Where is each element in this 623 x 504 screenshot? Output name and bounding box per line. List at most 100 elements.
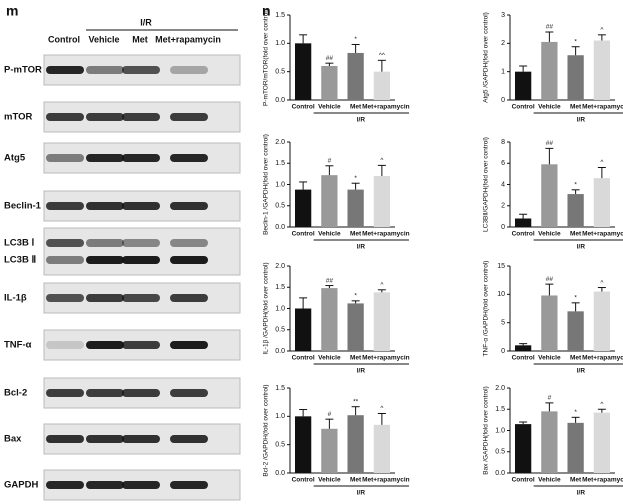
band [86, 154, 124, 162]
y-tick-label: 1.0 [275, 181, 285, 188]
bar [347, 189, 364, 227]
x-tick-label: Control [292, 355, 315, 362]
band [86, 481, 124, 489]
significance: # [328, 158, 332, 165]
band [170, 66, 208, 74]
band [86, 389, 124, 397]
significance: * [354, 175, 357, 182]
x-tick-label: Control [292, 477, 315, 484]
y-axis-label: IL-1β /GAPDH(fold over control) [263, 262, 270, 354]
x-tick-label: Met [570, 231, 582, 238]
x-tick-label: Met [570, 104, 582, 111]
x-tick-label: Vehicle [538, 231, 561, 238]
y-tick-label: 1.5 [275, 284, 285, 291]
band [170, 341, 208, 349]
bar [514, 71, 532, 100]
band [46, 239, 84, 247]
x-tick-label: Vehicle [318, 355, 341, 362]
band [122, 202, 160, 210]
blot-frame [43, 227, 241, 276]
y-axis-label: TNF-α /GAPDH(fold over control) [483, 261, 490, 357]
y-tick-label: 0.0 [275, 348, 285, 355]
bar [347, 303, 364, 351]
significance: ^ [380, 405, 384, 412]
y-tick-label: 1.5 [495, 406, 505, 413]
significance: ^^ [379, 52, 386, 59]
group-label: I/R [140, 17, 152, 27]
x-tick-label: Met [350, 355, 362, 362]
significance: ** [353, 398, 359, 405]
y-tick-label: 1.5 [275, 12, 285, 19]
band [46, 202, 84, 210]
significance: * [574, 38, 577, 45]
significance: ^ [600, 159, 604, 166]
group-label: I/R [577, 244, 586, 251]
x-tick-label: Control [512, 355, 535, 362]
x-tick-label: Met+rapamycin [582, 104, 623, 111]
band [86, 256, 124, 264]
bar [567, 311, 584, 351]
bar [294, 416, 312, 473]
row-label: Bcl-2 [4, 388, 27, 399]
band [46, 341, 84, 349]
significance: ^ [380, 282, 384, 289]
band [46, 66, 84, 74]
y-tick-label: 10 [497, 291, 505, 298]
y-tick-label: 1.5 [275, 160, 285, 167]
y-tick-label: 0.5 [275, 203, 285, 210]
bar [567, 194, 584, 227]
band [122, 256, 160, 264]
bar [294, 308, 312, 351]
bar [373, 176, 391, 227]
group-label: I/R [577, 117, 586, 124]
significance: ^ [600, 27, 604, 34]
x-tick-label: Vehicle [538, 104, 561, 111]
band [86, 113, 124, 121]
band [46, 154, 84, 162]
significance: # [548, 395, 552, 402]
row-label: Beclin-1 [4, 201, 42, 212]
band [122, 113, 160, 121]
significance: ^ [600, 401, 604, 408]
significance: ^ [600, 279, 604, 286]
bar [541, 411, 558, 473]
y-tick-label: 0.5 [275, 69, 285, 76]
band [86, 66, 124, 74]
y-tick-label: 0.0 [275, 224, 285, 231]
bar [373, 71, 391, 100]
band [46, 435, 84, 443]
x-tick-label: Met+rapamycin [582, 477, 623, 484]
band [46, 481, 84, 489]
x-tick-label: Vehicle [318, 477, 341, 484]
x-tick-label: Control [512, 231, 535, 238]
y-axis-label: LC3BⅡ/GAPDH(fold over control) [483, 137, 490, 232]
y-tick-label: 1.0 [275, 305, 285, 312]
group-label: I/R [357, 244, 366, 251]
bar [321, 288, 338, 351]
y-tick-label: 2.0 [275, 139, 285, 146]
y-tick-label: 1.5 [275, 385, 285, 392]
bar [567, 55, 584, 100]
significance: * [574, 295, 577, 302]
lane-label: Control [48, 34, 80, 44]
y-axis-label: P-mTOR/mTOR(fold over control) [263, 9, 270, 106]
group-label: I/R [357, 490, 366, 497]
band [170, 435, 208, 443]
group-label: I/R [357, 368, 366, 375]
y-tick-label: 2.0 [495, 385, 505, 392]
y-tick-label: 0 [501, 348, 505, 355]
group-label: I/R [577, 490, 586, 497]
band [170, 202, 208, 210]
row-label: GAPDH [4, 480, 38, 491]
y-tick-label: 2 [501, 203, 505, 210]
lane-label: Met+rapamycin [155, 34, 221, 44]
bar [347, 415, 364, 473]
significance: ## [546, 276, 554, 283]
x-tick-label: Met [570, 477, 582, 484]
row-label: Atg5 [4, 153, 26, 164]
significance: * [574, 182, 577, 189]
band [86, 239, 124, 247]
x-tick-label: Met+rapamycin [362, 231, 410, 238]
row-label: mTOR [4, 112, 32, 123]
